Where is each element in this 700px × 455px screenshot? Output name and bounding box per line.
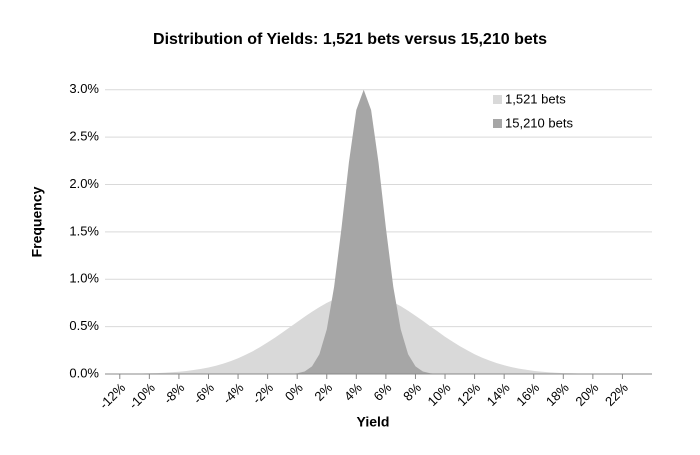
legend-label: 1,521 bets — [505, 91, 566, 106]
x-tick-label: 2% — [311, 380, 335, 404]
y-tick-label: 1.0% — [69, 271, 99, 286]
x-tick-label: 22% — [602, 380, 631, 409]
x-tick-label: -4% — [220, 380, 247, 407]
x-tick-label: 18% — [543, 380, 572, 409]
x-tick-label: 8% — [400, 380, 424, 404]
x-tick-label: -10% — [126, 380, 158, 412]
x-tick-label: 10% — [425, 380, 454, 409]
x-tick-label: 4% — [341, 380, 365, 404]
x-tick-label: -2% — [249, 380, 276, 407]
x-tick-label: 20% — [572, 380, 601, 409]
x-tick-label: -6% — [190, 380, 217, 407]
y-tick-label: 2.5% — [69, 129, 99, 144]
x-tick-label: -8% — [161, 380, 188, 407]
y-tick-label: 0.5% — [69, 318, 99, 333]
y-axis-title: Frequency — [29, 186, 45, 257]
y-tick-label: 2.0% — [69, 176, 99, 191]
legend-label: 15,210 bets — [505, 115, 573, 130]
chart-title: Distribution of Yields: 1,521 bets versu… — [153, 31, 547, 48]
x-axis-title: Yield — [357, 414, 390, 430]
x-tick-label: 16% — [513, 380, 542, 409]
x-tick-label: -12% — [96, 380, 128, 412]
x-tick-label: 12% — [454, 380, 483, 409]
y-tick-label: 0.0% — [69, 365, 99, 380]
area — [105, 89, 652, 374]
x-tick-label: 14% — [484, 380, 513, 409]
x-tick-label: 0% — [282, 380, 306, 404]
legend-swatch — [493, 119, 502, 128]
legend-swatch — [493, 95, 502, 104]
y-tick-label: 1.5% — [69, 223, 99, 238]
x-tick-label: 6% — [371, 380, 395, 404]
y-tick-label: 3.0% — [69, 81, 99, 96]
